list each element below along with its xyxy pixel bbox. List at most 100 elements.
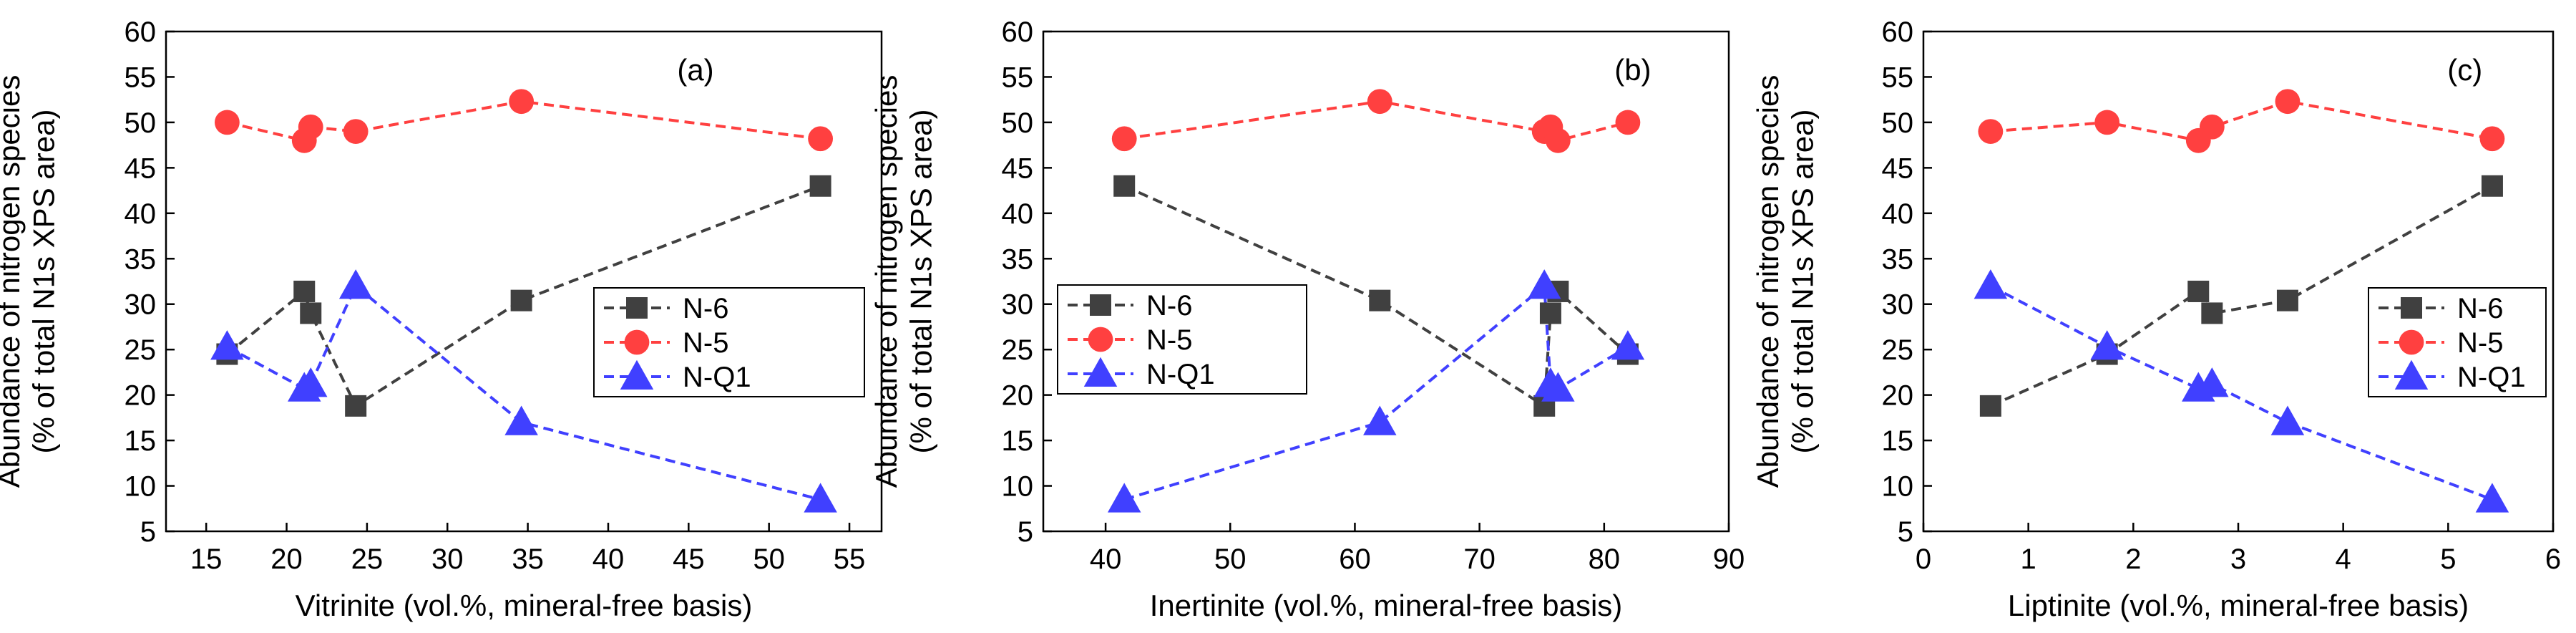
data-point-n-q1 xyxy=(338,269,373,299)
data-point-n-6 xyxy=(300,302,322,324)
x-tick-label: 60 xyxy=(1339,543,1371,575)
data-point-n-6 xyxy=(345,395,367,417)
data-point-n-q1 xyxy=(210,330,244,360)
x-tick-label: 40 xyxy=(592,543,625,575)
y-tick-label: 40 xyxy=(125,198,157,230)
series-line-n-6 xyxy=(226,184,821,408)
x-tick-label: 30 xyxy=(431,543,464,575)
data-point-n-q1 xyxy=(293,367,328,397)
y-axis-title-line: Abundance of nitrogen species xyxy=(1751,75,1785,488)
plot-frame xyxy=(1042,30,1730,533)
legend-marker-n-5 xyxy=(624,329,650,355)
data-point-n-5 xyxy=(1111,126,1137,152)
y-tick-label: 50 xyxy=(1882,107,1914,139)
legend-label: N-5 xyxy=(2457,327,2503,359)
y-tick-label: 55 xyxy=(125,62,157,93)
y-tick-label: 45 xyxy=(125,153,157,184)
data-point-n-q1 xyxy=(1363,405,1397,435)
legend-marker-n-q1 xyxy=(2394,359,2429,390)
y-tick-label: 30 xyxy=(1002,289,1034,321)
data-point-n-5 xyxy=(509,89,535,115)
data-point-n-q1 xyxy=(1107,483,1141,513)
legend-label: N-Q1 xyxy=(683,362,751,393)
data-point-n-5 xyxy=(2199,114,2225,140)
x-axis-title: Liptinite (vol.%, mineral-free basis) xyxy=(2008,589,2469,622)
data-point-n-6 xyxy=(809,175,831,197)
series-line-n-q1 xyxy=(226,284,821,501)
y-tick-label: 50 xyxy=(125,107,157,139)
legend-marker-n-6 xyxy=(1090,294,1111,316)
y-tick-label: 55 xyxy=(1002,62,1034,93)
data-point-n-5 xyxy=(1615,110,1641,135)
x-tick-label: 35 xyxy=(512,543,544,575)
x-tick-label: 15 xyxy=(190,543,223,575)
x-axis-title: Vitrinite (vol.%, mineral-free basis) xyxy=(296,589,753,622)
legend: N-6N-5N-Q1 xyxy=(2368,287,2547,397)
y-axis-title-line: (% of total N1s XPS area) xyxy=(904,110,937,454)
series-line-n-6 xyxy=(1123,184,1629,409)
x-tick-label: 90 xyxy=(1713,543,1745,575)
legend-label: N-6 xyxy=(683,293,728,324)
y-tick-label: 25 xyxy=(1002,334,1034,366)
series-line-n-5 xyxy=(226,100,821,142)
y-tick-label: 60 xyxy=(1882,16,1914,48)
y-tick-label: 15 xyxy=(1002,425,1034,457)
panel-b: 5 10 15 20 25 30 35 40 45 50 55 60 40 50 60 70 80 90 Inert… xyxy=(869,16,1745,622)
series-line-n-6 xyxy=(1990,184,2493,407)
y-axis-title-line: (% of total N1s XPS area) xyxy=(1785,110,1819,454)
legend-marker-n-q1 xyxy=(1083,357,1118,387)
data-point-n-5 xyxy=(2275,89,2301,115)
x-tick-label: 5 xyxy=(2440,543,2456,575)
x-tick-label: 45 xyxy=(673,543,705,575)
plot-frame xyxy=(165,30,883,533)
data-point-n-6 xyxy=(1369,289,1391,311)
y-tick-label: 5 xyxy=(1898,516,1913,548)
data-point-n-5 xyxy=(2479,126,2505,152)
data-point-n-5 xyxy=(343,119,369,145)
legend-label: N-Q1 xyxy=(2457,362,2526,393)
y-tick-label: 5 xyxy=(1018,516,1033,548)
x-tick-label: 2 xyxy=(2125,543,2141,575)
data-point-n-5 xyxy=(298,114,323,140)
y-tick-label: 40 xyxy=(1002,198,1034,230)
data-point-n-5 xyxy=(808,126,834,152)
legend: N-6N-5N-Q1 xyxy=(593,287,865,397)
data-point-n-6 xyxy=(510,289,532,311)
data-point-n-q1 xyxy=(504,405,538,435)
data-point-n-q1 xyxy=(2270,405,2305,435)
y-tick-label: 20 xyxy=(125,380,157,412)
plot-frame xyxy=(1922,30,2555,533)
y-axis-title: Abundance of nitrogen species(% of total… xyxy=(0,75,60,488)
legend: N-6N-5N-Q1 xyxy=(1057,284,1307,395)
x-tick-label: 40 xyxy=(1090,543,1122,575)
legend-marker-n-6 xyxy=(2401,297,2422,319)
y-axis-title: Abundance of nitrogen species(% of total… xyxy=(1751,75,1819,488)
y-tick-label: 50 xyxy=(1002,107,1034,139)
data-point-n-6 xyxy=(1539,302,1561,324)
y-tick-label: 45 xyxy=(1002,153,1034,184)
y-tick-label: 30 xyxy=(1882,289,1914,321)
data-point-n-6 xyxy=(1113,175,1136,197)
y-tick-label: 40 xyxy=(1882,198,1914,230)
data-point-n-6 xyxy=(293,280,316,302)
x-tick-label: 25 xyxy=(351,543,384,575)
data-point-n-5 xyxy=(2094,110,2120,135)
y-tick-label: 25 xyxy=(1882,334,1914,366)
legend-label: N-6 xyxy=(2457,293,2503,324)
y-tick-label: 60 xyxy=(125,16,157,48)
data-point-n-5 xyxy=(1978,119,2004,145)
data-point-n-5 xyxy=(214,110,240,135)
x-tick-label: 20 xyxy=(270,543,303,575)
y-tick-label: 5 xyxy=(140,516,156,548)
y-tick-label: 20 xyxy=(1882,380,1914,412)
y-axis-title-line: Abundance of nitrogen species xyxy=(869,75,903,488)
legend-label: N-5 xyxy=(683,327,728,359)
x-tick-label: 6 xyxy=(2545,543,2561,575)
y-tick-label: 20 xyxy=(1002,380,1034,412)
data-point-n-6 xyxy=(2201,302,2223,324)
panel-label: (b) xyxy=(1614,53,1651,87)
legend-marker-n-q1 xyxy=(620,359,654,390)
data-point-n-q1 xyxy=(2090,330,2124,360)
y-tick-label: 25 xyxy=(125,334,157,366)
